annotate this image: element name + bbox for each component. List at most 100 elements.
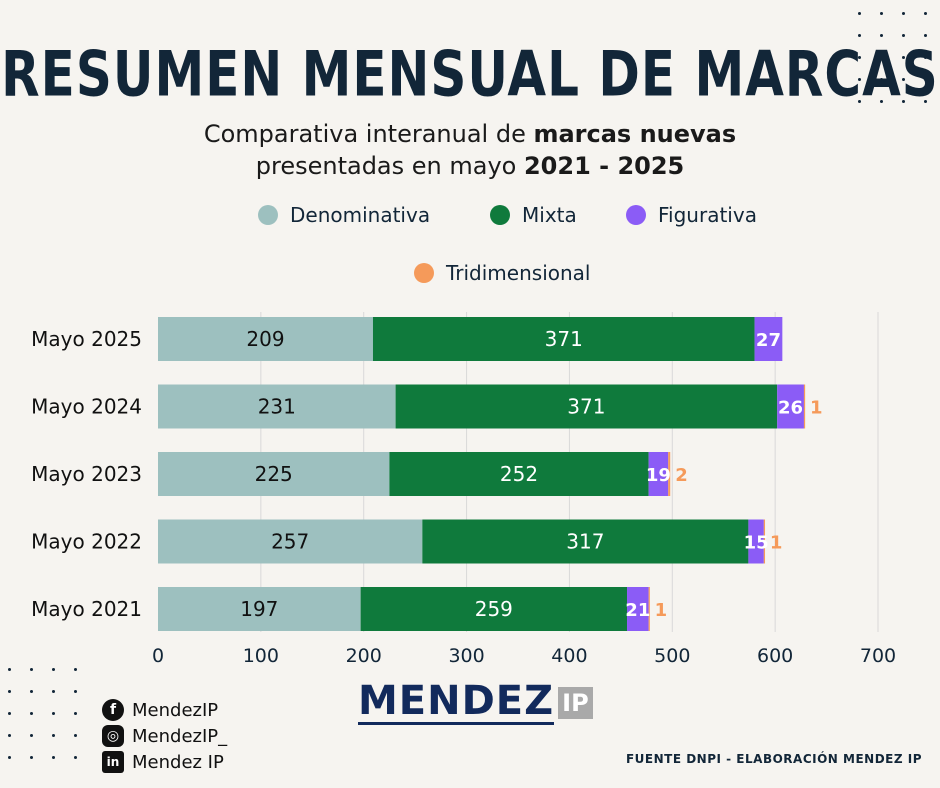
- data-label: 197: [240, 597, 278, 621]
- subtitle-1-bold: marcas nuevas: [533, 120, 737, 148]
- source-note: FUENTE DNPI - ELABORACIÓN MENDEZ IP: [625, 752, 922, 766]
- bar-denominativa: [158, 317, 373, 361]
- data-label: 15: [744, 533, 769, 554]
- legend-label-figurativa: Figurativa: [658, 203, 757, 227]
- facebook-icon: f: [102, 699, 124, 721]
- decor-dot: [52, 690, 55, 693]
- legend-label-denominativa: Denominativa: [290, 203, 431, 227]
- bar-tridimensional: [803, 384, 806, 429]
- legend-item-mixta: Mixta: [490, 203, 577, 227]
- legend-swatch-figurativa: [626, 205, 646, 225]
- decor-dot: [52, 712, 55, 715]
- bar-mixta: [422, 519, 749, 564]
- subtitle-2-plain: presentadas en mayo: [255, 152, 524, 180]
- subtitle-1-plain: Comparativa interanual de: [203, 120, 534, 148]
- data-label: 19: [646, 465, 671, 486]
- social-label: MendezIP: [132, 699, 219, 721]
- bar-figurativa: [748, 519, 764, 564]
- decor-dot: [8, 756, 11, 759]
- decor-dot: [858, 34, 861, 37]
- decor-dot: [902, 78, 905, 81]
- data-label: 252: [500, 462, 538, 486]
- decor-dot: [902, 12, 905, 15]
- legend-swatch-denominativa: [258, 205, 278, 225]
- decor-dot: [52, 668, 55, 671]
- decor-dot: [880, 12, 883, 15]
- bar-denominativa: [158, 587, 361, 631]
- decor-dot: [8, 690, 11, 693]
- data-label: 1: [655, 600, 668, 621]
- data-label: 317: [566, 530, 604, 554]
- decor-dot: [924, 56, 927, 59]
- subtitle-line-2: presentadas en mayo 2021 - 2025: [0, 152, 940, 180]
- decor-dot: [30, 756, 33, 759]
- social-label: Mendez IP: [132, 751, 224, 773]
- instagram-icon: ◎: [102, 725, 124, 747]
- legend-item-figurativa: Figurativa: [626, 203, 757, 227]
- category-label: Mayo 2024: [31, 395, 142, 419]
- category-label: Mayo 2023: [31, 462, 142, 486]
- bar-figurativa: [648, 452, 669, 496]
- data-label: 1: [810, 398, 823, 419]
- decor-dot: [924, 100, 927, 103]
- data-label: 2: [675, 465, 688, 486]
- social-linkedin[interactable]: in Mendez IP: [102, 751, 224, 773]
- legend-item-tridimensional: Tridimensional: [414, 261, 590, 285]
- logo-suffix: IP: [558, 686, 593, 719]
- decor-dot: [880, 78, 883, 81]
- x-tick-label: 200: [346, 645, 382, 667]
- legend-label-tridimensional: Tridimensional: [446, 261, 591, 285]
- bar-mixta: [360, 587, 628, 631]
- decor-dot: [880, 56, 883, 59]
- bar-tridimensional: [648, 587, 650, 631]
- decor-dot: [8, 712, 11, 715]
- x-tick-label: 500: [654, 645, 690, 667]
- bar-mixta: [395, 384, 778, 429]
- mendez-ip-logo: MENDEZ IP: [358, 680, 593, 725]
- decor-dot: [30, 690, 33, 693]
- decor-dot: [52, 756, 55, 759]
- subtitle-2-bold: 2021 - 2025: [523, 152, 685, 180]
- data-label: 231: [258, 395, 296, 419]
- decor-dot: [924, 78, 927, 81]
- decor-dot: [858, 100, 861, 103]
- x-tick-label: 100: [243, 645, 279, 667]
- x-tick-label: 300: [448, 645, 484, 667]
- decor-dot: [902, 56, 905, 59]
- decor-dot: [52, 734, 55, 737]
- data-label: 257: [271, 530, 309, 554]
- category-label: Mayo 2022: [31, 530, 142, 554]
- decor-dot: [858, 12, 861, 15]
- decor-dot: [858, 56, 861, 59]
- decor-dot: [74, 756, 77, 759]
- bar-figurativa: [627, 587, 649, 631]
- category-label: Mayo 2021: [31, 597, 142, 621]
- decor-dot: [30, 668, 33, 671]
- bar-tridimensional: [668, 452, 671, 496]
- data-label: 259: [475, 597, 513, 621]
- data-label: 26: [778, 398, 803, 419]
- decor-dot: [924, 12, 927, 15]
- logo-main: MENDEZ: [358, 678, 555, 725]
- decor-dot: [902, 100, 905, 103]
- data-label: 27: [756, 330, 781, 351]
- bar-figurativa: [754, 317, 783, 361]
- decor-dot: [74, 712, 77, 715]
- bar-denominativa: [158, 384, 396, 429]
- decor-dot: [858, 78, 861, 81]
- decor-dot: [74, 690, 77, 693]
- decor-dot: [30, 734, 33, 737]
- bar-mixta: [389, 452, 649, 496]
- subtitle-line-1: Comparativa interanual de marcas nuevas: [0, 120, 940, 148]
- data-label: 1: [770, 533, 783, 554]
- page-title: RESUMEN MENSUAL DE MARCAS: [1, 38, 939, 111]
- bar-figurativa: [777, 384, 804, 429]
- legend-swatch-mixta: [490, 205, 510, 225]
- social-instagram[interactable]: ◎ MendezIP_: [102, 725, 227, 747]
- social-facebook[interactable]: f MendezIP: [102, 699, 218, 721]
- social-label: MendezIP_: [132, 725, 228, 747]
- decor-dot: [8, 668, 11, 671]
- x-tick-label: 700: [860, 645, 896, 667]
- legend-swatch-tridimensional: [414, 263, 434, 283]
